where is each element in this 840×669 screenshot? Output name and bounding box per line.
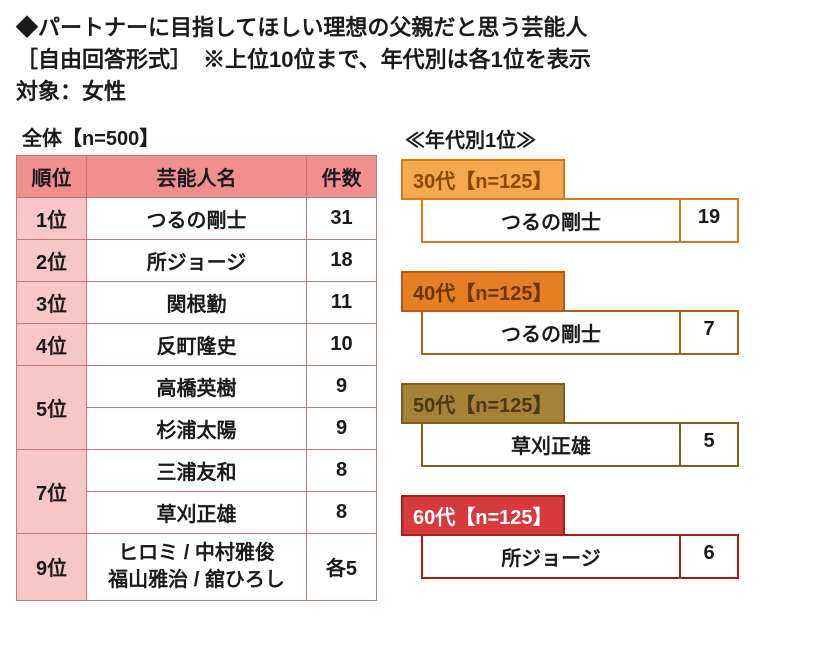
age-group: 30代【n=125】つるの剛士19	[401, 159, 824, 243]
name-cell: ヒロミ / 中村雅俊福山雅治 / 舘ひろし	[87, 533, 307, 600]
rank-cell: 2位	[17, 239, 87, 281]
age-count: 5	[679, 422, 739, 467]
age-label: 60代【n=125】	[401, 495, 565, 536]
by-age-section: ≪年代別1位≫ 30代【n=125】つるの剛士1940代【n=125】つるの剛士…	[401, 122, 824, 607]
count-cell: 31	[307, 197, 377, 239]
rank-cell: 4位	[17, 323, 87, 365]
table-row: 2位所ジョージ18	[17, 239, 377, 281]
headline-line2: ［自由回答形式］ ※上位10位まで、年代別は各1位を表示	[16, 44, 824, 76]
age-label: 40代【n=125】	[401, 271, 565, 312]
name-cell: 杉浦太陽	[87, 407, 307, 449]
age-count: 19	[679, 198, 739, 243]
overall-table: 順位芸能人名件数1位つるの剛士312位所ジョージ183位関根勤114位反町隆史1…	[16, 155, 377, 601]
age-name: 草刈正雄	[421, 422, 681, 467]
age-group: 50代【n=125】草刈正雄5	[401, 383, 824, 467]
count-cell: 9	[307, 365, 377, 407]
count-cell: 18	[307, 239, 377, 281]
table-row: 4位反町隆史10	[17, 323, 377, 365]
name-cell: 関根勤	[87, 281, 307, 323]
overall-caption: 全体【n=500】	[22, 122, 377, 151]
rank-cell: 9位	[17, 533, 87, 600]
count-cell: 9	[307, 407, 377, 449]
count-cell: 8	[307, 449, 377, 491]
name-cell: 反町隆史	[87, 323, 307, 365]
age-label: 30代【n=125】	[401, 159, 565, 200]
table-row: 3位関根勤11	[17, 281, 377, 323]
name-cell: 草刈正雄	[87, 491, 307, 533]
rank-cell: 1位	[17, 197, 87, 239]
age-count: 7	[679, 310, 739, 355]
table-row: 7位三浦友和8	[17, 449, 377, 491]
rank-cell: 5位	[17, 365, 87, 449]
name-cell: 所ジョージ	[87, 239, 307, 281]
rank-cell: 3位	[17, 281, 87, 323]
table-row: 9位ヒロミ / 中村雅俊福山雅治 / 舘ひろし各5	[17, 533, 377, 600]
overall-header-rank: 順位	[17, 155, 87, 197]
age-name: 所ジョージ	[421, 534, 681, 579]
age-count: 6	[679, 534, 739, 579]
headline: ◆パートナーに目指してほしい理想の父親だと思う芸能人 ［自由回答形式］ ※上位1…	[16, 12, 824, 108]
count-cell: 11	[307, 281, 377, 323]
count-cell: 各5	[307, 533, 377, 600]
age-group: 40代【n=125】つるの剛士7	[401, 271, 824, 355]
by-age-title: ≪年代別1位≫	[405, 124, 824, 153]
name-cell: つるの剛士	[87, 197, 307, 239]
age-name: つるの剛士	[421, 198, 681, 243]
headline-line1: ◆パートナーに目指してほしい理想の父親だと思う芸能人	[16, 12, 824, 44]
age-group: 60代【n=125】所ジョージ6	[401, 495, 824, 579]
rank-cell: 7位	[17, 449, 87, 533]
overall-header-count: 件数	[307, 155, 377, 197]
overall-header-name: 芸能人名	[87, 155, 307, 197]
count-cell: 10	[307, 323, 377, 365]
age-label: 50代【n=125】	[401, 383, 565, 424]
table-row: 5位高橋英樹9	[17, 365, 377, 407]
name-cell: 三浦友和	[87, 449, 307, 491]
table-row: 1位つるの剛士31	[17, 197, 377, 239]
overall-section: 全体【n=500】 順位芸能人名件数1位つるの剛士312位所ジョージ183位関根…	[16, 122, 377, 607]
name-cell: 高橋英樹	[87, 365, 307, 407]
count-cell: 8	[307, 491, 377, 533]
headline-line3: 対象：女性	[16, 76, 824, 108]
age-name: つるの剛士	[421, 310, 681, 355]
